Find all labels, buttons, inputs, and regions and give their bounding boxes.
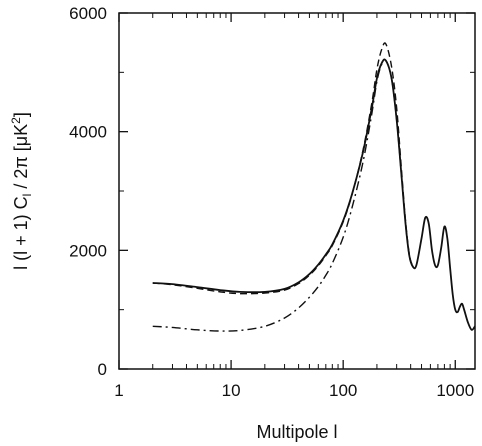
x-tick-label: 100 xyxy=(329,381,357,400)
y-tick-label: 6000 xyxy=(69,4,107,23)
series-line-dashed xyxy=(152,42,414,295)
x-axis-title: Multipole l xyxy=(256,422,337,442)
plot-area-border xyxy=(118,12,476,370)
y-axis-title-end: ] xyxy=(11,112,31,117)
y-axis-title-main: l (l + 1) C xyxy=(11,196,31,270)
series-line-dashdot xyxy=(152,58,414,332)
y-axis-title-superscript: 2 xyxy=(9,117,23,124)
axis-tick-labels: 1 10 100 1000 0 2000 4000 6000 xyxy=(69,4,474,400)
x-tick-label: 1000 xyxy=(436,381,474,400)
y-tick-label: 0 xyxy=(98,360,107,379)
x-tick-label: 1 xyxy=(114,381,123,400)
series-line-solid xyxy=(152,58,476,331)
plot-frame xyxy=(118,12,476,370)
axis-ticks xyxy=(118,12,475,370)
y-tick-label: 4000 xyxy=(69,123,107,142)
x-tick-label: 10 xyxy=(222,381,241,400)
y-axis-title-subscript: l xyxy=(20,194,34,197)
y-axis-title-tail: / 2π [μK xyxy=(11,124,31,194)
y-axis-title: l (l + 1) Cl / 2π [μK2] xyxy=(9,112,34,270)
y-tick-label: 2000 xyxy=(69,241,107,260)
series-lines xyxy=(152,42,476,332)
